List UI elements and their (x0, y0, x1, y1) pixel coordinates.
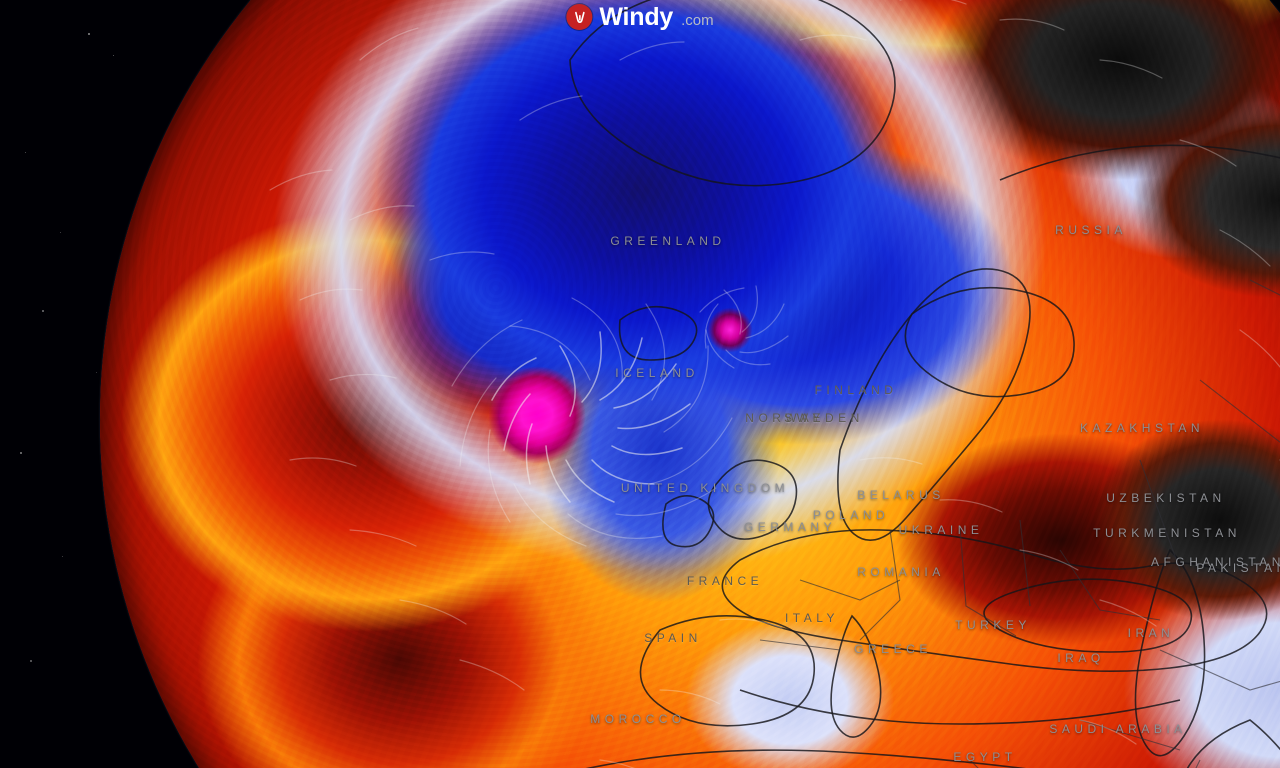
windy-logo[interactable]: Windy .com (566, 2, 714, 31)
globe-sphere[interactable] (100, 0, 1280, 768)
windy-logo-tld: .com (681, 12, 714, 29)
globe-limb-shading (100, 0, 1280, 768)
windy-wind-icon (566, 4, 593, 30)
windy-logo-name: Windy (599, 2, 674, 31)
globe-edge-vignette (100, 0, 1280, 768)
